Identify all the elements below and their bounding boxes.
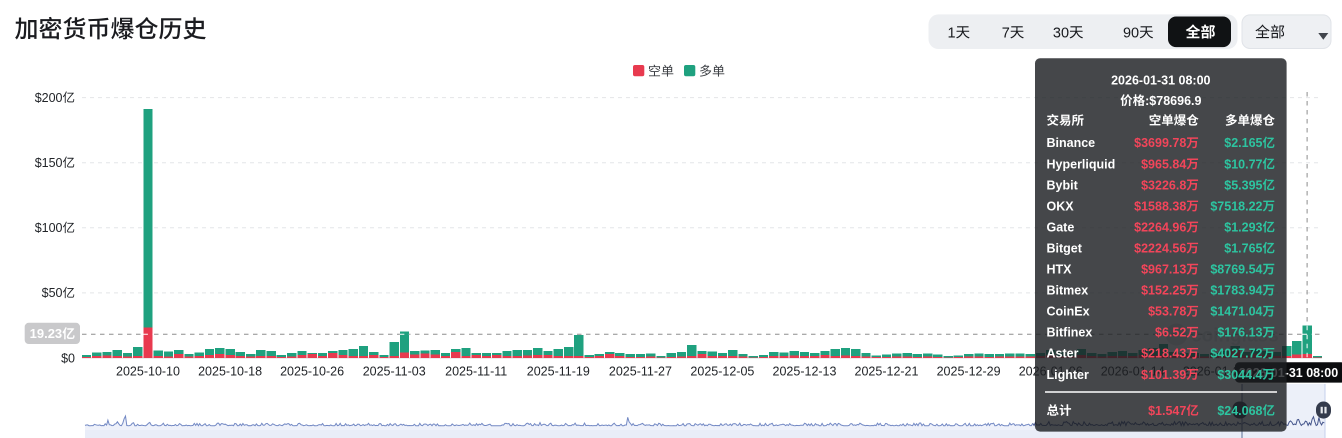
svg-text:$100: $100 [35,221,63,235]
svg-text:$4027.72: $4027.72 [1210,347,1262,361]
svg-text:2025-11-03: 2025-11-03 [363,365,426,379]
svg-text:$1.765: $1.765 [1224,241,1262,255]
svg-text:2025-11-11: 2025-11-11 [445,365,507,379]
svg-text:$1.547: $1.547 [1148,404,1186,418]
svg-text:$2264.96: $2264.96 [1134,220,1186,234]
svg-text:$3044.4: $3044.4 [1217,368,1262,382]
svg-text:1: 1 [948,25,956,41]
svg-text:Gate: Gate [1047,220,1075,234]
svg-text:$0: $0 [61,351,75,365]
svg-text:Bitget: Bitget [1047,241,1083,255]
svg-text:$3226.8: $3226.8 [1141,178,1186,192]
svg-text:Lighter: Lighter [1047,368,1089,382]
svg-text:30: 30 [1053,25,1069,41]
svg-text:7: 7 [1002,25,1010,41]
svg-text:$7518.22: $7518.22 [1210,199,1262,213]
svg-text:CoinEx: CoinEx [1047,305,1090,319]
svg-text:$2.165: $2.165 [1224,136,1262,150]
svg-text:2025-12-21: 2025-12-21 [855,365,919,379]
svg-text:Binance: Binance [1047,136,1096,150]
svg-text:$10.77: $10.77 [1224,157,1262,171]
svg-text:2025-12-05: 2025-12-05 [690,365,754,379]
svg-text:$200: $200 [35,91,63,105]
svg-text:$8769.54: $8769.54 [1210,263,1262,277]
svg-text:2025-10-10: 2025-10-10 [116,365,180,379]
svg-text::$78696.9: :$78696.9 [1145,94,1201,108]
svg-text:$6.52: $6.52 [1155,326,1186,340]
svg-text:$1471.04: $1471.04 [1210,305,1262,319]
svg-text:2026-01-31 08:00: 2026-01-31 08:00 [1111,73,1210,87]
svg-text:OKX: OKX [1047,199,1075,213]
svg-text:2025-11-27: 2025-11-27 [609,365,672,379]
svg-text:2025-10-26: 2025-10-26 [280,365,344,379]
svg-text:2025-12-29: 2025-12-29 [937,365,1001,379]
svg-text:Bybit: Bybit [1047,178,1079,192]
svg-text:Aster: Aster [1047,347,1079,361]
svg-text:$967.13: $967.13 [1141,263,1186,277]
svg-text:$24.068: $24.068 [1217,404,1262,418]
svg-text:$176.13: $176.13 [1217,326,1262,340]
svg-text:Hyperliquid: Hyperliquid [1047,157,1116,171]
svg-text:$2224.56: $2224.56 [1134,241,1186,255]
svg-text:Bitmex: Bitmex [1047,284,1089,298]
svg-text:$5.395: $5.395 [1224,178,1262,192]
svg-text:2025-10-18: 2025-10-18 [198,365,262,379]
svg-text:$1588.38: $1588.38 [1134,199,1186,213]
svg-text:$152.25: $152.25 [1141,284,1186,298]
svg-text:$150: $150 [35,156,63,170]
svg-text:$965.84: $965.84 [1141,157,1186,171]
svg-text:2025-12-13: 2025-12-13 [773,365,837,379]
svg-text:$218.43: $218.43 [1141,347,1186,361]
svg-text:2025-11-19: 2025-11-19 [527,365,590,379]
svg-text:$50: $50 [42,286,63,300]
svg-text:$53.78: $53.78 [1148,305,1186,319]
svg-text:HTX: HTX [1047,263,1073,277]
svg-text:Bitfinex: Bitfinex [1047,326,1093,340]
svg-text:$3699.78: $3699.78 [1134,136,1186,150]
svg-text:19.23: 19.23 [30,326,63,341]
svg-text:$101.39: $101.39 [1141,368,1186,382]
svg-text:90: 90 [1123,25,1139,41]
svg-text:$1.293: $1.293 [1224,220,1262,234]
svg-text:$1783.94: $1783.94 [1210,284,1262,298]
